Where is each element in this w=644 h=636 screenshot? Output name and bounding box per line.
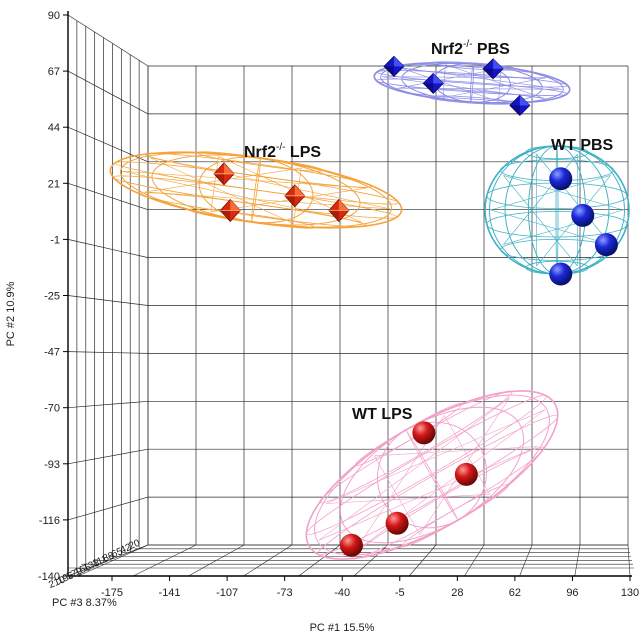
z-tick-label: 88 xyxy=(101,550,116,565)
data-point-sphere xyxy=(594,233,618,257)
x-tick-label: 28 xyxy=(451,587,463,599)
z-tick-label: 20 xyxy=(127,538,142,553)
x-tick-label: -5 xyxy=(395,587,405,599)
data-point-sphere xyxy=(412,421,436,445)
y-tick-label: -116 xyxy=(39,515,60,527)
y-tick-label: -93 xyxy=(44,459,60,471)
z-tick-label: 42 xyxy=(119,542,134,557)
ellipsoid-wireframe xyxy=(305,390,559,560)
data-point-sphere xyxy=(339,533,363,557)
data-points xyxy=(213,55,618,557)
y-tick-label: -1 xyxy=(50,234,60,246)
group-label: WT LPS xyxy=(352,406,413,423)
data-point-sphere xyxy=(549,262,573,286)
y-tick-label: 67 xyxy=(48,66,60,78)
z-tick-label: 111 xyxy=(91,554,110,570)
y-tick-label: -47 xyxy=(44,347,60,359)
x-tick-label: -73 xyxy=(277,587,293,599)
x-tick-label: -107 xyxy=(216,587,238,599)
data-point-diamond xyxy=(383,55,405,77)
data-point-octahedron xyxy=(219,198,241,223)
x-tick-label: 62 xyxy=(509,587,521,599)
data-point-octahedron xyxy=(284,184,306,208)
group-label: Nrf2-/- LPS xyxy=(244,142,321,161)
x-tick-label: -141 xyxy=(159,587,181,599)
y-tick-label: -140 xyxy=(38,571,60,583)
x-axis-title: PC #1 15.5% xyxy=(310,622,375,634)
y-tick-label: 90 xyxy=(48,10,60,22)
data-point-sphere xyxy=(571,203,595,227)
y-tick-label: 44 xyxy=(48,122,60,134)
y-tick-label: -70 xyxy=(44,403,60,415)
group-label: WT PBS xyxy=(551,137,614,154)
x-tick-label: -175 xyxy=(101,587,123,599)
data-point-sphere xyxy=(385,511,409,535)
data-point-diamond xyxy=(422,72,444,94)
y-tick-label: 21 xyxy=(48,178,60,190)
data-point-sphere xyxy=(454,462,478,486)
ellipsoid-wireframe xyxy=(109,151,403,229)
ellipsoid-wireframe xyxy=(373,61,571,105)
data-point-octahedron xyxy=(328,198,350,223)
group-label: Nrf2-/- PBS xyxy=(431,39,510,58)
x-tick-label: 130 xyxy=(621,587,639,599)
y-tick-label: -25 xyxy=(44,291,60,303)
z-tick-label: 65 xyxy=(110,546,125,561)
x-tick-label: 96 xyxy=(566,587,578,599)
data-point-octahedron xyxy=(213,162,235,186)
data-point-sphere xyxy=(549,167,573,191)
data-point-diamond xyxy=(509,94,531,116)
x-tick-label: -40 xyxy=(334,587,350,599)
z-axis-title: PC #3 8.37% xyxy=(52,597,117,609)
group-labels: Nrf2-/- PBS Nrf2-/- LPS WT PBS WT LPS xyxy=(244,39,614,423)
data-point-diamond xyxy=(482,58,504,80)
y-axis-title: PC #2 10.9% xyxy=(5,281,17,346)
